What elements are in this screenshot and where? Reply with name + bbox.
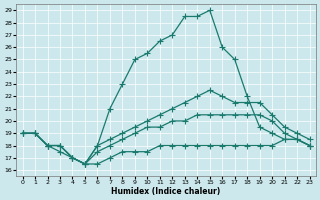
X-axis label: Humidex (Indice chaleur): Humidex (Indice chaleur) xyxy=(111,187,221,196)
